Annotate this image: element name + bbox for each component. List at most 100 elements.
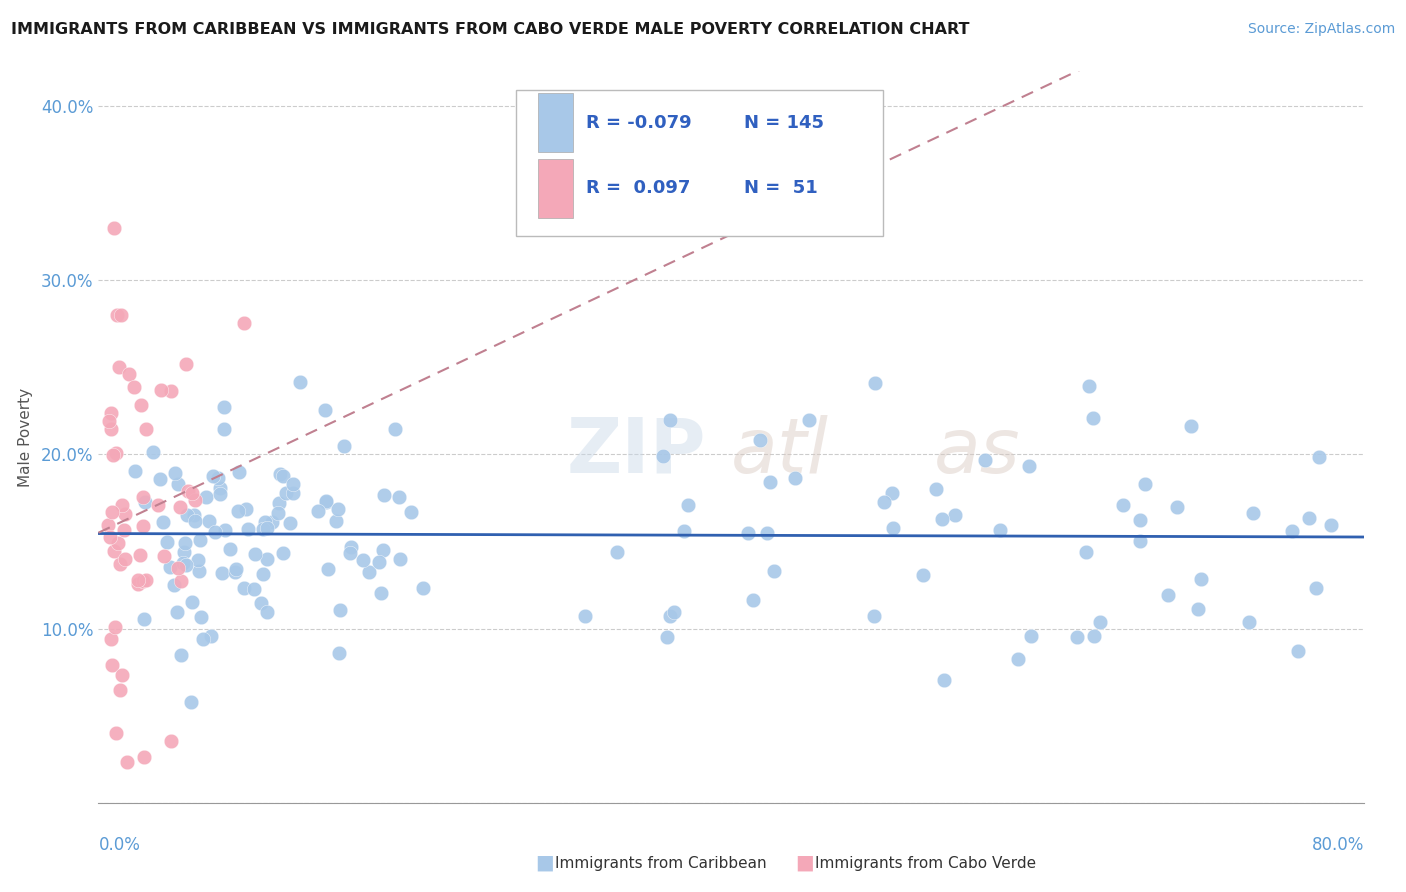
Point: [103, 221, 125, 235]
Point: [262, 515, 284, 529]
Point: [110, 308, 132, 322]
Point: [373, 488, 395, 502]
Point: [863, 376, 886, 390]
Point: [339, 546, 361, 560]
Text: atl: atl: [731, 415, 830, 489]
Point: [107, 308, 129, 322]
Point: [207, 471, 229, 485]
Point: [373, 543, 395, 558]
Point: [127, 577, 149, 591]
Point: [103, 544, 125, 558]
Point: [762, 564, 785, 578]
Point: [190, 609, 212, 624]
Point: [100, 632, 122, 646]
Point: [156, 535, 179, 549]
Point: [183, 508, 205, 522]
Point: [160, 734, 183, 748]
Point: [226, 504, 249, 518]
Point: [208, 487, 231, 501]
Point: [118, 367, 141, 381]
Point: [142, 445, 165, 459]
Point: [98, 530, 121, 544]
Point: [1019, 629, 1042, 643]
Text: IMMIGRANTS FROM CARIBBEAN VS IMMIGRANTS FROM CABO VERDE MALE POVERTY CORRELATION: IMMIGRANTS FROM CARIBBEAN VS IMMIGRANTS …: [11, 22, 970, 37]
Point: [326, 502, 349, 516]
Point: [132, 574, 155, 589]
Point: [132, 612, 155, 626]
Point: [152, 549, 174, 563]
Point: [214, 401, 236, 415]
Text: Source: ZipAtlas.com: Source: ZipAtlas.com: [1247, 22, 1395, 37]
Point: [97, 517, 120, 532]
Point: [1081, 411, 1104, 425]
Point: [176, 357, 198, 371]
Point: [104, 620, 127, 634]
Point: [146, 498, 169, 512]
Y-axis label: Male Poverty: Male Poverty: [18, 387, 32, 487]
Point: [283, 486, 305, 500]
Point: [1305, 581, 1327, 595]
Point: [135, 422, 157, 436]
Point: [101, 505, 124, 519]
Point: [359, 565, 381, 579]
Point: [173, 545, 195, 559]
Point: [943, 508, 966, 522]
Point: [318, 562, 340, 576]
Point: [202, 469, 225, 483]
Point: [315, 494, 337, 508]
Text: 80.0%: 80.0%: [1312, 836, 1364, 854]
Point: [98, 414, 121, 428]
Point: [932, 673, 955, 688]
Point: [148, 473, 170, 487]
Point: [328, 646, 350, 660]
Text: N =  51: N = 51: [744, 179, 817, 197]
Point: [200, 629, 222, 643]
Point: [388, 491, 411, 505]
Point: [167, 561, 190, 575]
Point: [134, 495, 156, 509]
Point: [412, 581, 434, 595]
Text: N = 145: N = 145: [744, 113, 824, 131]
Point: [1129, 512, 1152, 526]
Point: [742, 593, 765, 607]
Point: [243, 582, 266, 596]
Point: [664, 606, 686, 620]
Point: [190, 533, 212, 548]
Point: [931, 511, 953, 525]
Point: [783, 471, 806, 485]
Point: [132, 490, 155, 504]
Point: [384, 422, 406, 436]
Point: [658, 412, 681, 426]
Point: [288, 375, 311, 389]
Point: [114, 507, 136, 521]
Point: [256, 606, 278, 620]
Point: [1157, 588, 1180, 602]
Point: [1076, 545, 1098, 559]
Point: [925, 482, 948, 496]
Point: [176, 508, 198, 522]
Point: [100, 657, 122, 672]
Point: [352, 553, 374, 567]
Point: [273, 546, 295, 560]
Point: [228, 466, 250, 480]
Text: ▪: ▪: [794, 849, 815, 878]
Point: [100, 406, 122, 420]
Point: [1135, 476, 1157, 491]
Point: [659, 609, 682, 624]
Point: [124, 464, 146, 478]
Point: [160, 384, 183, 399]
Point: [232, 316, 254, 330]
Point: [399, 505, 422, 519]
Point: [267, 506, 290, 520]
Point: [1166, 500, 1188, 514]
Point: [167, 476, 190, 491]
Point: [315, 494, 337, 508]
Point: [574, 608, 596, 623]
Point: [252, 522, 274, 536]
Point: [1129, 533, 1152, 548]
Point: [225, 562, 247, 576]
Point: [737, 525, 759, 540]
Point: [105, 726, 128, 740]
Text: 0.0%: 0.0%: [98, 836, 141, 854]
Point: [101, 448, 124, 462]
